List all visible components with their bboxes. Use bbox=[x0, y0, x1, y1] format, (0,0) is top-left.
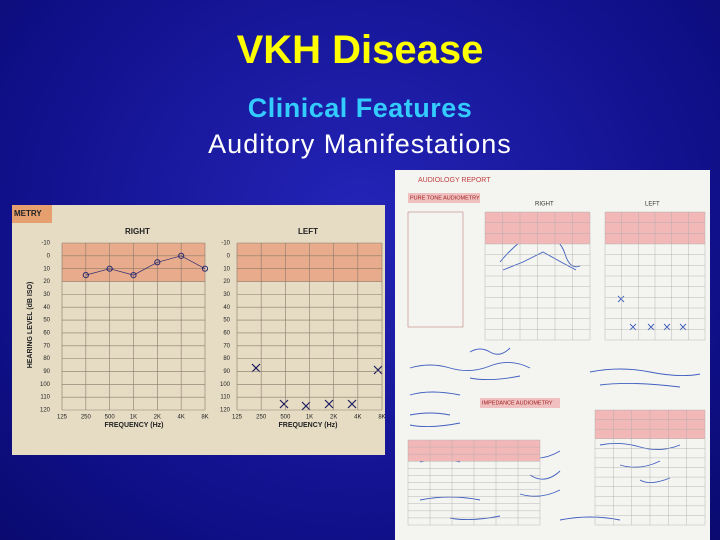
x-tick-label: 2K bbox=[330, 415, 337, 421]
y-tick-label: 50 bbox=[223, 318, 230, 324]
x-tick-label: 125 bbox=[232, 415, 243, 421]
threshold-line bbox=[85, 255, 206, 276]
section-tab bbox=[480, 398, 560, 408]
y-tick-label: 60 bbox=[223, 331, 230, 337]
x-axis-label: FREQUENCY (Hz) bbox=[105, 422, 164, 429]
y-tick-label: 0 bbox=[47, 253, 51, 259]
y-tick-label: 120 bbox=[220, 408, 231, 414]
threshold-point bbox=[178, 252, 185, 259]
y-tick-label: -10 bbox=[221, 241, 230, 247]
y-tick-label: 90 bbox=[223, 369, 230, 375]
panel-label: RIGHT bbox=[535, 202, 554, 208]
x-tick-label: 1K bbox=[130, 415, 137, 421]
right-report-header: AUDIOLOGY REPORT bbox=[418, 177, 491, 184]
threshold-point bbox=[130, 272, 137, 279]
panel-label: LEFT bbox=[298, 227, 318, 236]
x-tick-label: 125 bbox=[57, 415, 68, 421]
y-tick-label: 110 bbox=[40, 395, 50, 401]
y-tick-label: 100 bbox=[40, 382, 51, 388]
y-tick-label: 10 bbox=[43, 266, 50, 272]
slide-title: VKH Disease bbox=[236, 28, 484, 72]
x-tick-label: 500 bbox=[105, 415, 116, 421]
y-tick-label: 20 bbox=[223, 279, 230, 285]
y-tick-label: 80 bbox=[43, 356, 50, 362]
section-tab bbox=[408, 193, 480, 203]
x-tick-label: 250 bbox=[256, 415, 267, 421]
x-tick-label: 500 bbox=[280, 415, 291, 421]
x-tick-label: 4K bbox=[177, 415, 184, 421]
y-axis-label: HEARING LEVEL (dB ISO) bbox=[27, 282, 34, 369]
x-tick-label: 2K bbox=[154, 415, 161, 421]
threshold-point bbox=[106, 265, 113, 272]
y-tick-label: 40 bbox=[43, 305, 50, 311]
y-tick-label: 120 bbox=[40, 408, 51, 414]
slide-subtitle: Auditory Manifestations bbox=[208, 129, 512, 159]
x-axis-label: FREQUENCY (Hz) bbox=[279, 422, 338, 429]
y-tick-label: 30 bbox=[223, 292, 230, 298]
y-tick-label: 20 bbox=[43, 279, 50, 285]
y-tick-label: 100 bbox=[220, 382, 231, 388]
x-tick-label: 4K bbox=[354, 415, 361, 421]
y-tick-label: -10 bbox=[41, 241, 50, 247]
legend-box bbox=[407, 211, 464, 328]
left-ear-marks bbox=[251, 363, 383, 411]
x-tick-label: 1K bbox=[306, 415, 313, 421]
x-tick-label: 8K bbox=[378, 415, 385, 421]
y-tick-label: 70 bbox=[223, 343, 230, 349]
section-label: PURE TONE AUDIOMETRY bbox=[410, 195, 480, 201]
x-tick-label: 8K bbox=[201, 415, 208, 421]
threshold-point bbox=[201, 265, 209, 272]
y-tick-label: 60 bbox=[43, 331, 50, 337]
slide-subtitle: Clinical Features bbox=[247, 93, 473, 123]
y-tick-label: 50 bbox=[43, 318, 50, 324]
panel-label: LEFT bbox=[645, 202, 660, 208]
y-tick-label: 30 bbox=[43, 292, 50, 298]
panel-label: RIGHT bbox=[125, 227, 150, 236]
left-report-tab bbox=[12, 205, 52, 223]
x-tick-label: 250 bbox=[81, 415, 92, 421]
threshold-point bbox=[82, 272, 89, 279]
y-tick-label: 40 bbox=[223, 305, 230, 311]
y-tick-label: 80 bbox=[223, 356, 230, 362]
y-tick-label: 10 bbox=[223, 266, 230, 272]
y-tick-label: 0 bbox=[227, 253, 231, 259]
left-report-header: METRY bbox=[14, 209, 42, 218]
y-tick-label: 90 bbox=[43, 369, 50, 375]
y-tick-label: 110 bbox=[220, 395, 230, 401]
section-label: IMPEDANCE AUDIOMETRY bbox=[482, 400, 553, 406]
threshold-point bbox=[154, 259, 161, 266]
y-tick-label: 70 bbox=[43, 343, 50, 349]
